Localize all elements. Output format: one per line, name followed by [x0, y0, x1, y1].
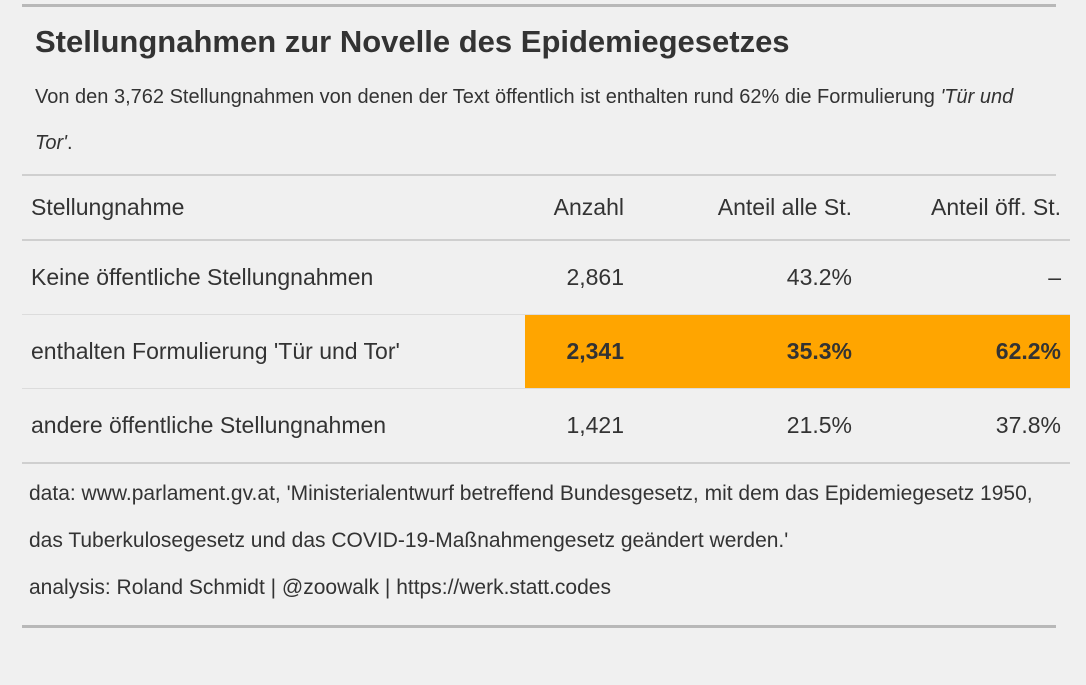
data-table: Stellungnahme Anzahl Anteil alle St. Ant…: [22, 176, 1070, 464]
table-body: Keine öffentliche Stellungnahmen 2,861 43.…: [22, 240, 1070, 464]
source-note: data: www.parlament.gv.at, 'Ministeriale…: [29, 470, 1046, 611]
header-top-rule: [22, 174, 1056, 176]
table-subtitle: Von den 3,762 Stellungnahmen von denen d…: [35, 74, 1046, 166]
table-title: Stellungnahmen zur Novelle des Epidemieg…: [35, 24, 790, 59]
row-share-public: 37.8%: [861, 388, 1070, 464]
row-share-all: 43.2%: [633, 240, 861, 315]
column-header-anzahl: Anzahl: [525, 176, 633, 241]
table-row: andere öffentliche Stellungnahmen 1,421 21…: [22, 388, 1070, 464]
top-rule: [22, 4, 1056, 7]
table-widget: Stellungnahmen zur Novelle des Epidemieg…: [22, 4, 1070, 628]
row-count: 1,421: [525, 388, 633, 464]
column-header-anteil-alle: Anteil alle St.: [633, 176, 861, 241]
table-row: enthalten Formulierung 'Tür und Tor' 2,34…: [22, 314, 1070, 389]
row-share-public: –: [861, 240, 1070, 315]
row-count: 2,341: [525, 314, 633, 389]
subtitle-emphasis: 'Tür und Tor': [35, 86, 1014, 154]
row-count: 2,861: [525, 240, 633, 315]
subtitle-end: .: [66, 132, 73, 154]
row-label: enthalten Formulierung 'Tür und Tor': [22, 314, 525, 389]
column-header-stellungnahme: Stellungnahme: [22, 176, 525, 241]
row-share-all: 35.3%: [633, 314, 861, 389]
row-share-all: 21.5%: [633, 388, 861, 464]
table-row: Keine öffentliche Stellungnahmen 2,861 43.…: [22, 240, 1070, 315]
header-row: Stellungnahme Anzahl Anteil alle St. Ant…: [22, 176, 1070, 241]
column-header-anteil-oeff: Anteil öff. St.: [861, 176, 1070, 241]
bottom-rule: [22, 625, 1056, 628]
row-label: andere öffentliche Stellungnahmen: [22, 388, 525, 464]
row-share-public: 62.2%: [861, 314, 1070, 389]
data-source-text: data: www.parlament.gv.at, 'Ministeriale…: [29, 482, 1033, 552]
row-label: Keine öffentliche Stellungnahmen: [22, 240, 525, 315]
subtitle-text: Von den 3,762 Stellungnahmen von denen d…: [35, 86, 941, 108]
analysis-credit-text: analysis: Roland Schmidt | @zoowalk | ht…: [29, 576, 611, 599]
